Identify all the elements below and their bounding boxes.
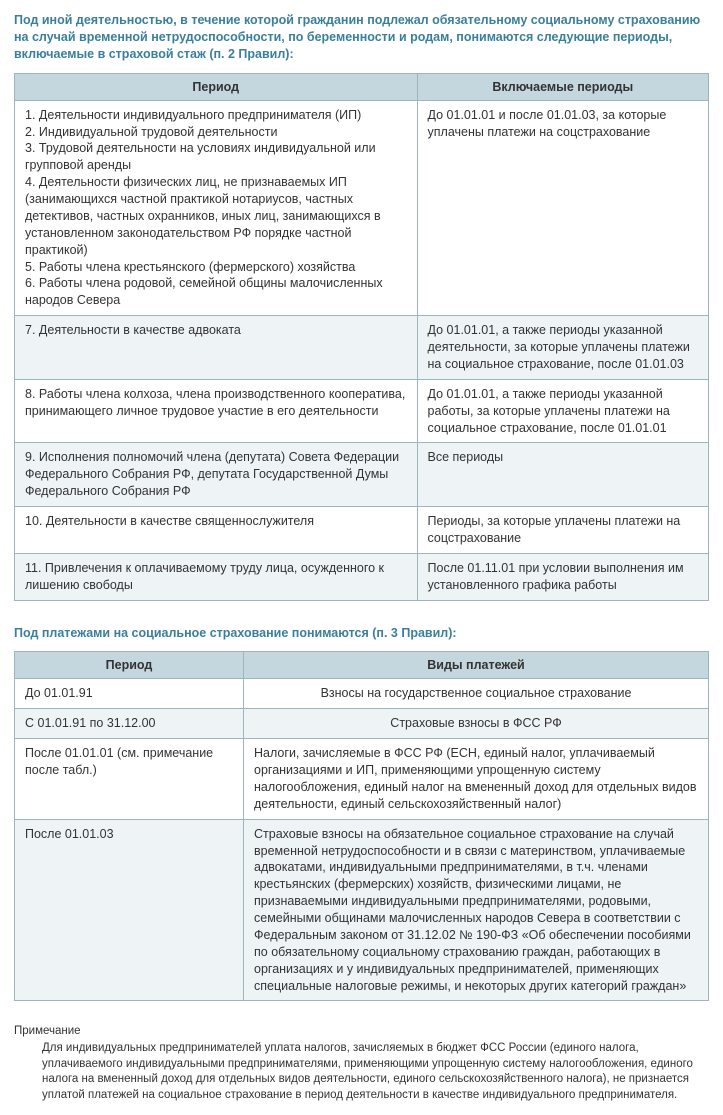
cell-period: 7. Деятельности в качестве адвоката	[15, 316, 418, 380]
table1-header-col2: Включаемые периоды	[417, 73, 708, 100]
cell-payment-type: Страховые взносы на обязательное социаль…	[244, 819, 709, 1001]
table-row: 9. Исполнения полномочий члена (депутата…	[15, 443, 709, 507]
note-label: Примечание	[14, 1025, 709, 1037]
table-row: 11. Привлечения к оплачиваемому труду ли…	[15, 553, 709, 600]
section-heading-1: Под иной деятельностью, в течение которо…	[14, 12, 709, 63]
cell-period: 1. Деятельности индивидуального предприн…	[15, 100, 418, 316]
cell-payment-type: Взносы на государственное социальное стр…	[244, 679, 709, 709]
cell-period: 11. Привлечения к оплачиваемому труду ли…	[15, 553, 418, 600]
note-body: Для индивидуальных предпринимателей упла…	[14, 1041, 709, 1103]
cell-period: С 01.01.91 по 31.12.00	[15, 709, 244, 739]
cell-period: До 01.01.91	[15, 679, 244, 709]
table2-header-col1: Период	[15, 652, 244, 679]
table2-header-col2: Виды платежей	[244, 652, 709, 679]
cell-included: До 01.01.01, а также периоды указанной д…	[417, 316, 708, 380]
table-row: 1. Деятельности индивидуального предприн…	[15, 100, 709, 316]
table-row: 8. Работы члена колхоза, члена производс…	[15, 379, 709, 443]
cell-payment-type: Налоги, зачисляемые в ФСС РФ (ЕСН, едины…	[244, 739, 709, 820]
table1-header-col1: Период	[15, 73, 418, 100]
cell-period: 10. Деятельности в качестве священнослуж…	[15, 507, 418, 554]
cell-included: После 01.11.01 при условии выполнения им…	[417, 553, 708, 600]
cell-included: До 01.01.01, а также периоды указанной р…	[417, 379, 708, 443]
cell-included: Периоды, за которые уплачены платежи на …	[417, 507, 708, 554]
cell-payment-type: Страховые взносы в ФСС РФ	[244, 709, 709, 739]
cell-included: До 01.01.01 и после 01.01.03, за которые…	[417, 100, 708, 316]
table-row: С 01.01.91 по 31.12.00Страховые взносы в…	[15, 709, 709, 739]
table-payments: Период Виды платежей До 01.01.91Взносы н…	[14, 651, 709, 1001]
cell-period: 8. Работы члена колхоза, члена производс…	[15, 379, 418, 443]
cell-period: 9. Исполнения полномочий члена (депутата…	[15, 443, 418, 507]
table-row: После 01.01.01 (см. примечание после таб…	[15, 739, 709, 820]
section-heading-2: Под платежами на социальное страхование …	[14, 625, 709, 642]
table-row: 10. Деятельности в качестве священнослуж…	[15, 507, 709, 554]
cell-period: После 01.01.01 (см. примечание после таб…	[15, 739, 244, 820]
table-row: 7. Деятельности в качестве адвокатаДо 01…	[15, 316, 709, 380]
cell-period: После 01.01.03	[15, 819, 244, 1001]
cell-included: Все периоды	[417, 443, 708, 507]
table-row: После 01.01.03Страховые взносы на обязат…	[15, 819, 709, 1001]
table-row: До 01.01.91Взносы на государственное соц…	[15, 679, 709, 709]
table-periods: Период Включаемые периоды 1. Деятельност…	[14, 73, 709, 601]
